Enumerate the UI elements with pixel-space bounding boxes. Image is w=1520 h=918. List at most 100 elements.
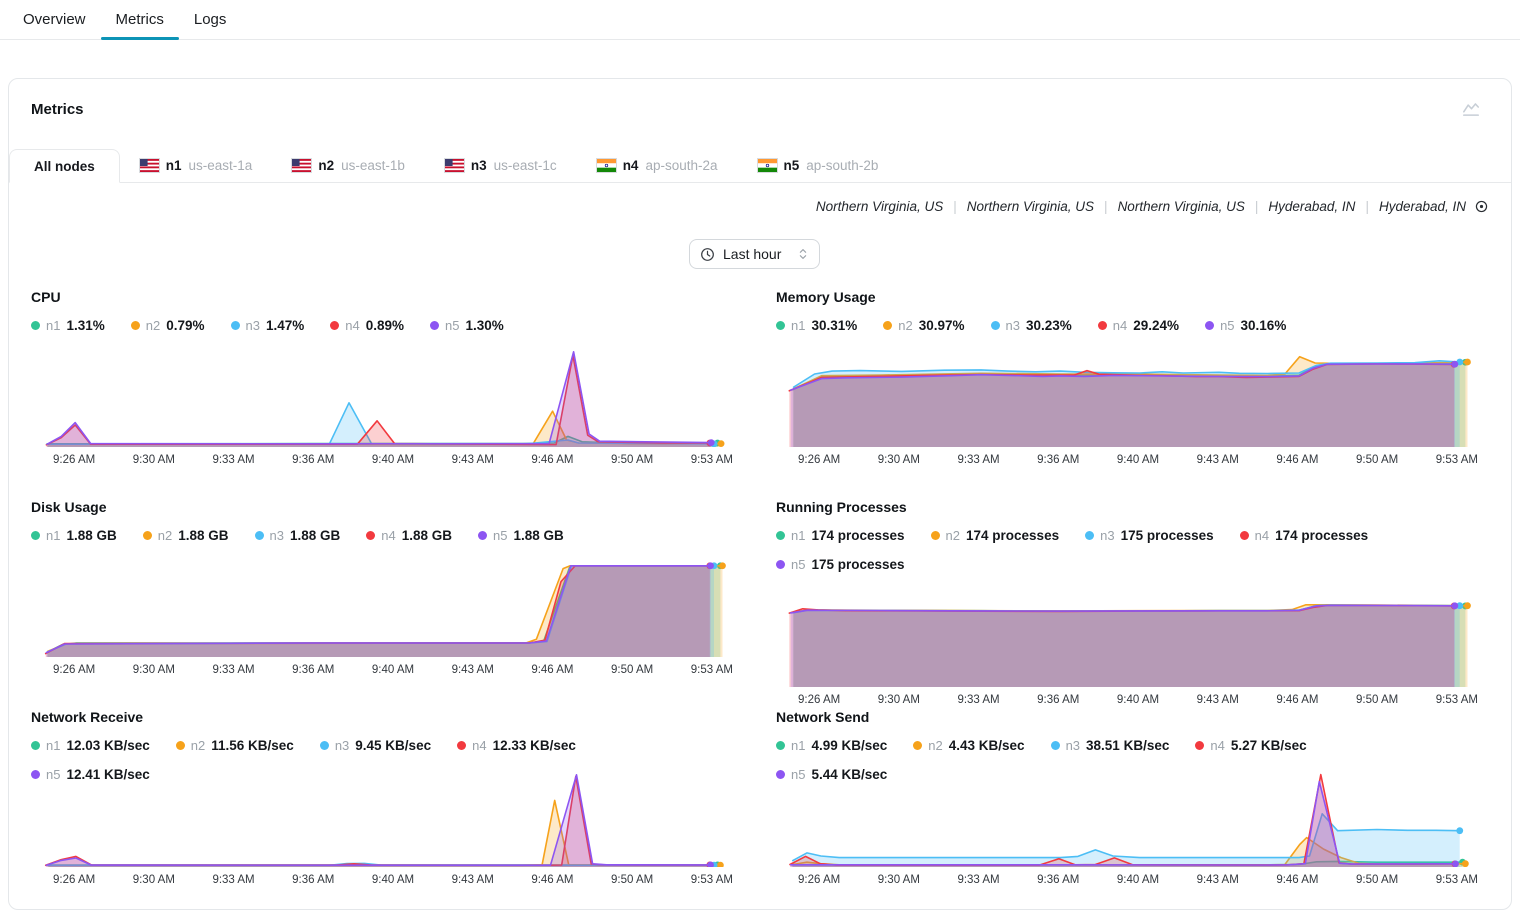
node-id: n2 (318, 158, 335, 173)
x-axis-tick-label: 9:36 AM (292, 454, 335, 466)
legend-item-n2[interactable]: n2 0.79% (130, 318, 205, 333)
legend-item-n1[interactable]: n1 30.31% (776, 318, 857, 333)
node-tab-n3[interactable]: n3 us-east-1c (425, 149, 577, 182)
legend-dot-icon (142, 531, 152, 540)
legend-node-label: n2 (190, 738, 206, 753)
us-flag-icon (138, 158, 160, 173)
legend-item-n4[interactable]: n4 1.88 GB (366, 528, 452, 543)
x-axis-tick-label: 9:36 AM (1037, 454, 1080, 466)
x-axis-tick-label: 9:46 AM (531, 874, 574, 886)
legend-dot-icon (990, 321, 1000, 330)
legend-item-n3[interactable]: n3 175 processes (1085, 528, 1214, 543)
x-axis-tick-label: 9:50 AM (1356, 694, 1399, 706)
legend-value: 9.45 KB/sec (355, 738, 432, 753)
legend-item-n1[interactable]: n1 12.03 KB/sec (31, 738, 150, 753)
legend-item-n3[interactable]: n3 1.47% (230, 318, 304, 333)
legend-node-label: n2 (898, 318, 913, 333)
legend-item-n5[interactable]: n5 5.44 KB/sec (776, 767, 887, 782)
legend-item-n4[interactable]: n4 29.24% (1097, 318, 1179, 333)
node-zone: us-east-1c (493, 158, 557, 173)
legend-item-n5[interactable]: n5 12.41 KB/sec (31, 767, 150, 782)
series-end-dot-n3 (1456, 602, 1464, 610)
node-tab-all-label: All nodes (34, 158, 95, 174)
tab-logs[interactable]: Logs (193, 11, 227, 28)
legend-item-n2[interactable]: n2 174 processes (930, 528, 1059, 543)
area-chart-icon[interactable] (1461, 99, 1481, 119)
legend-value: 1.88 GB (178, 528, 229, 543)
legend-value: 12.33 KB/sec (492, 738, 576, 753)
x-axis-tick-label: 9:43 AM (1196, 874, 1239, 886)
x-axis-tick-label: 9:30 AM (877, 454, 920, 466)
chart-x-axis: 9:26 AM 9:30 AM 9:33 AM 9:36 AM 9:40 AM 9:43 … (31, 454, 733, 466)
legend-item-n4[interactable]: n4 0.89% (330, 318, 404, 333)
chart-title: CPU (31, 289, 61, 305)
legend-node-label: n1 (791, 318, 806, 333)
legend-dot-icon (776, 321, 785, 330)
node-tab-n1[interactable]: n1 us-east-1a (120, 149, 273, 182)
legend-node-label: n3 (245, 318, 260, 333)
x-axis-tick-label: 9:40 AM (371, 664, 415, 676)
legend-value: 5.44 KB/sec (811, 767, 888, 782)
node-id: n4 (622, 158, 639, 173)
legend-item-n2[interactable]: n2 30.97% (883, 318, 965, 333)
node-tab-n5[interactable]: n5 ap-south-2b (738, 149, 899, 182)
legend-value: 4.43 KB/sec (948, 738, 1025, 753)
india-flag-icon (756, 158, 778, 173)
legend-dot-icon (31, 741, 40, 750)
legend-node-label: n5 (46, 767, 61, 782)
legend-item-n1[interactable]: n1 1.88 GB (31, 528, 117, 543)
x-axis-tick-label: 9:46 AM (531, 454, 574, 466)
legend-item-n4[interactable]: n4 12.33 KB/sec (457, 738, 576, 753)
x-axis-tick-label: 9:33 AM (212, 454, 255, 466)
legend-item-n4[interactable]: n4 174 processes (1239, 528, 1368, 543)
legend-item-n5[interactable]: n5 175 processes (776, 557, 905, 572)
legend-dot-icon (1085, 531, 1095, 540)
legend-dot-icon (230, 321, 240, 330)
legend-dot-icon (776, 770, 785, 779)
legend-item-n1[interactable]: n1 4.99 KB/sec (776, 738, 887, 753)
chart-network-receive: Network Receive n1 12.03 KB/sec n2 11.56 KB/… (31, 709, 733, 886)
legend-item-n3[interactable]: n3 38.51 KB/sec (1050, 738, 1169, 753)
legend-dot-icon (330, 321, 340, 330)
x-axis-tick-label: 9:33 AM (957, 874, 1000, 886)
legend-item-n5[interactable]: n5 30.16% (1205, 318, 1286, 333)
legend-item-n1[interactable]: n1 174 processes (776, 528, 905, 543)
legend-dot-icon (478, 531, 487, 540)
node-tab-all-nodes[interactable]: All nodes (9, 149, 120, 183)
chart-title: Network Send (776, 709, 870, 725)
legend-value: 1.30% (465, 318, 504, 333)
x-axis-tick-label: 9:30 AM (877, 694, 920, 706)
legend-item-n3[interactable]: n3 30.23% (990, 318, 1072, 333)
legend-item-n3[interactable]: n3 1.88 GB (254, 528, 340, 543)
chart-title: Disk Usage (31, 499, 107, 515)
legend-item-n2[interactable]: n2 1.88 GB (142, 528, 229, 543)
node-tab-n2[interactable]: n2 us-east-1b (272, 149, 425, 182)
chart-cpu: CPU n1 1.31% n2 0.79% n3 1.47% n4 0.89% n5 1.30% 9:… (31, 289, 733, 466)
location-separator: | (953, 199, 957, 214)
location-label: Hyderabad, IN (1378, 199, 1466, 214)
legend-item-n3[interactable]: n3 9.45 KB/sec (319, 738, 432, 753)
x-axis-tick-label: 9:26 AM (53, 664, 96, 676)
legend-item-n5[interactable]: n5 1.30% (430, 318, 504, 333)
x-axis-tick-label: 9:40 AM (371, 454, 415, 466)
legend-value: 1.31% (66, 318, 105, 333)
legend-node-label: n2 (928, 738, 943, 753)
legend-dot-icon (930, 531, 940, 540)
legend-item-n2[interactable]: n2 4.43 KB/sec (913, 738, 1025, 753)
legend-item-n2[interactable]: n2 11.56 KB/sec (175, 738, 294, 753)
tab-overview[interactable]: Overview (23, 11, 86, 28)
location-label: Northern Virginia, US (1117, 199, 1245, 214)
x-axis-tick-label: 9:36 AM (292, 664, 335, 676)
legend-item-n5[interactable]: n5 1.88 GB (478, 528, 564, 543)
series-end-dot-n5 (1451, 360, 1459, 368)
location-label: Northern Virginia, US (966, 199, 1095, 214)
legend-item-n1[interactable]: n1 1.31% (31, 318, 105, 333)
legend-node-label: n1 (791, 738, 806, 753)
location-separator: | (1254, 199, 1259, 214)
x-axis-tick-label: 9:43 AM (451, 874, 494, 886)
legend-item-n4[interactable]: n4 5.27 KB/sec (1195, 738, 1307, 753)
time-range-select[interactable]: Last hour (689, 239, 821, 269)
tab-metrics[interactable]: Metrics (100, 0, 180, 40)
node-tab-n4[interactable]: n4 ap-south-2a (577, 149, 738, 182)
x-axis-tick-label: 9:33 AM (957, 454, 1000, 466)
